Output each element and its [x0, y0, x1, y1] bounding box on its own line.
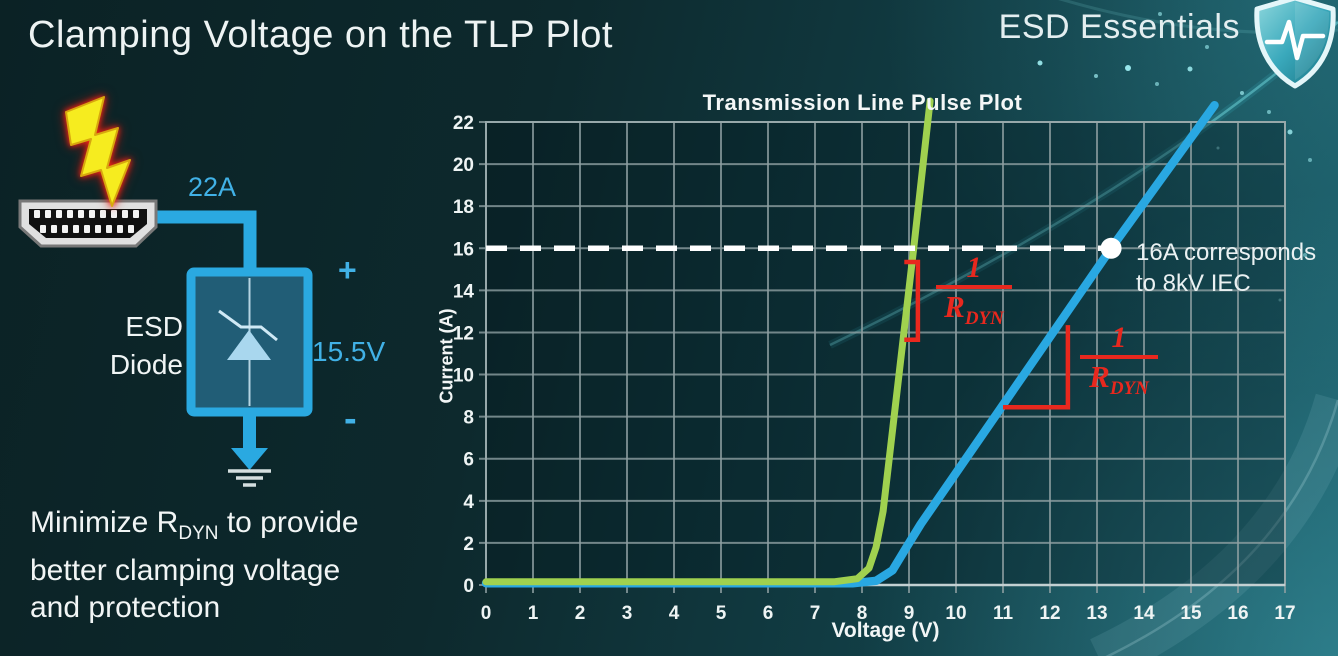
x-tick-label: 12 — [1039, 603, 1060, 624]
wire — [157, 210, 257, 280]
marker-label-line2: to 8kV IEC — [1136, 270, 1251, 297]
arrow-down-icon — [231, 448, 268, 470]
tick-labels: 0 1 2 3 4 5 6 7 8 9 10 11 12 13 14 15 16 1702468101214161… — [453, 113, 1296, 624]
x-tick-label: 5 — [716, 603, 727, 624]
fraction-denominator: RDYN — [944, 289, 1004, 330]
device-label-line1: ESD — [125, 311, 183, 342]
fraction-denominator: RDYN — [1089, 359, 1149, 400]
series-curve-0 — [481, 100, 1219, 588]
minus-sign: - — [344, 398, 357, 440]
chart-title: Transmission Line Pulse Plot — [702, 90, 1023, 115]
plus-sign: + — [338, 252, 357, 288]
esd-diode-box — [186, 267, 313, 417]
swoosh-curve — [1105, 399, 1338, 656]
swoosh-curve — [1090, 393, 1338, 656]
y-tick-label: 4 — [463, 492, 474, 513]
fraction-numerator: 1 — [966, 251, 982, 284]
x-tick-label: 16 — [1227, 603, 1248, 624]
y-tick-label: 2 — [463, 534, 474, 555]
slope-bracket-low-rdyn-green — [904, 259, 921, 343]
x-tick-label: 17 — [1274, 603, 1295, 624]
x-tick-label: 2 — [575, 603, 586, 624]
note-line-2: better clamping voltage — [30, 554, 341, 587]
ground-icon — [228, 469, 271, 487]
y-axis-label: Current (A) — [436, 308, 457, 404]
zener-diode-icon — [218, 309, 278, 360]
device-label: ESD Diode — [18, 308, 183, 384]
clamp-voltage-label: 15.5V — [312, 336, 386, 367]
note-line-1: Minimize RDYN to provide — [30, 506, 359, 544]
slope-bracket-high-rdyn-blue — [1003, 325, 1071, 410]
x-tick-label: 0 — [481, 603, 492, 624]
rdyn-fraction-green: 1 RDYN — [936, 252, 1012, 337]
x-tick-label: 15 — [1180, 603, 1202, 624]
x-tick-label: 6 — [763, 603, 774, 624]
rdyn-fraction-blue: 1 RDYN — [1080, 322, 1158, 407]
x-tick-label: 8 — [857, 603, 868, 624]
device-label-line2: Diode — [109, 349, 183, 380]
x-tick-label: 1 — [528, 603, 539, 624]
marker-label-line1: 16A corresponds — [1136, 239, 1317, 266]
surge-current-label: 22A — [188, 172, 237, 202]
y-tick-label: 10 — [453, 366, 474, 387]
y-tick-label: 18 — [453, 197, 474, 218]
brand-text: ESD Essentials — [998, 8, 1240, 46]
x-tick-label: 10 — [945, 603, 966, 624]
note-line-3: and protection — [30, 591, 221, 624]
x-tick-label: 7 — [810, 603, 821, 624]
x-tick-label: 11 — [993, 603, 1014, 624]
particles — [988, 12, 1312, 302]
shield-pulse-icon — [1254, 0, 1336, 89]
y-tick-label: 14 — [453, 281, 475, 302]
x-tick-label: 3 — [622, 603, 633, 624]
x-axis-label: Voltage (V) — [831, 619, 940, 642]
marker-dot — [1100, 237, 1122, 259]
note-text: Minimize RDYN to provide better clamping… — [30, 504, 359, 626]
page-title: Clamping Voltage on the TLP Plot — [28, 14, 613, 56]
x-tick-label: 13 — [1086, 603, 1107, 624]
y-tick-label: 16 — [453, 239, 474, 260]
y-tick-label: 0 — [463, 576, 474, 597]
y-tick-label: 22 — [453, 113, 474, 134]
fraction-numerator: 1 — [1111, 321, 1127, 354]
y-tick-label: 20 — [453, 155, 474, 176]
series-curve-1 — [482, 97, 934, 586]
x-tick-label: 14 — [1133, 603, 1155, 624]
x-tick-label: 9 — [904, 603, 915, 624]
fraction-bar — [936, 285, 1012, 289]
hdmi-connector-icon — [18, 199, 158, 248]
y-tick-label: 6 — [463, 450, 474, 471]
lightning-icon — [65, 96, 131, 207]
fraction-bar — [1080, 355, 1158, 359]
y-tick-label: 8 — [463, 408, 474, 429]
x-tick-label: 4 — [669, 603, 680, 624]
y-tick-label: 12 — [453, 323, 474, 344]
marker-label: 16A corresponds to 8kV IEC — [1136, 237, 1316, 299]
